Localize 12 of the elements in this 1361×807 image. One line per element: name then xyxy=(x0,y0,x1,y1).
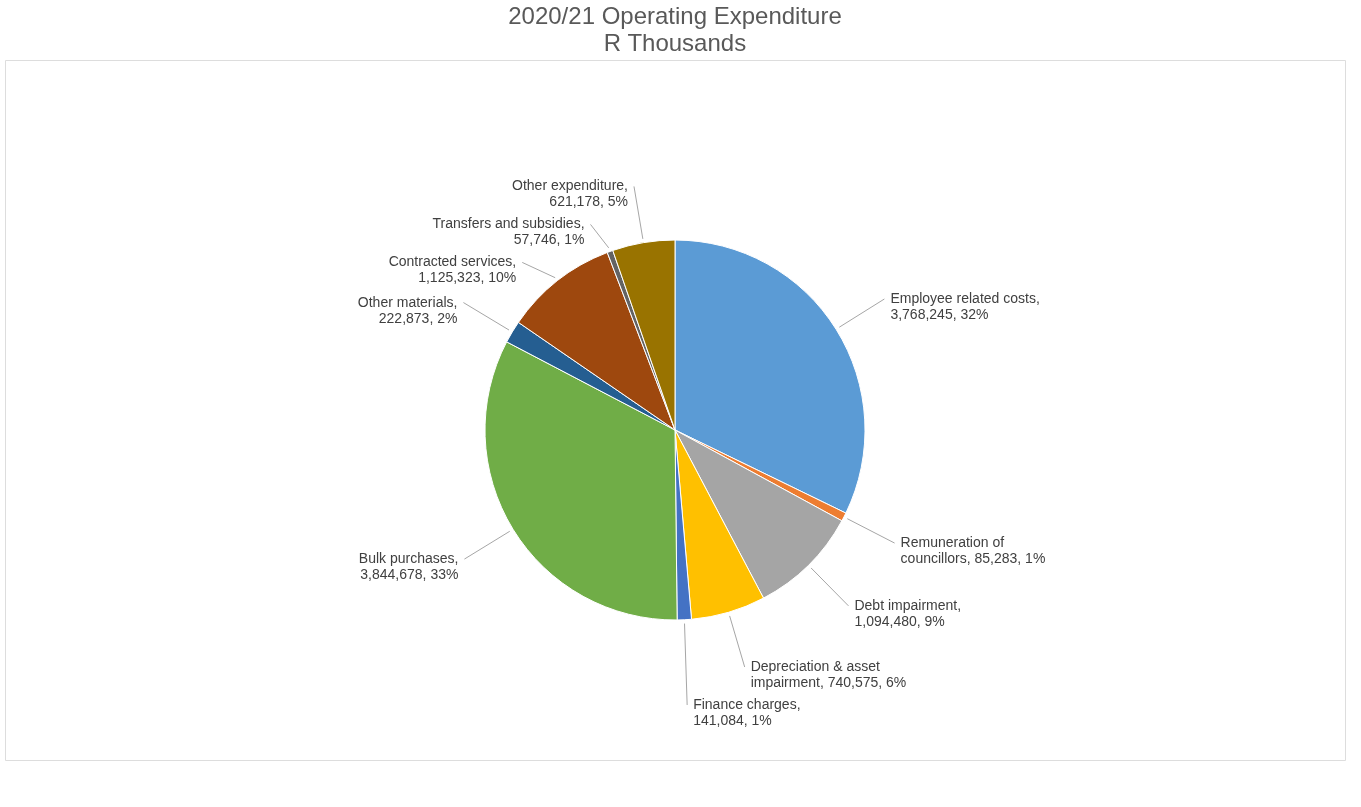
slice-label: Bulk purchases, 3,844,678, 33% xyxy=(358,550,459,583)
slice-label: Depreciation & asset impairment, 740,575, 6% xyxy=(750,657,907,690)
slice-label: Other expenditure, 621,178, 5% xyxy=(512,177,628,210)
slice-label: Other materials, 222,873, 2% xyxy=(357,293,458,326)
slice-label: Transfers and subsidies, 57,746, 1% xyxy=(432,215,585,248)
chart-subtitle: R Thousands xyxy=(603,29,747,56)
slice-label: Contracted services, 1,125,323, 10% xyxy=(388,253,517,286)
chart-title: 2020/21 Operating Expenditure xyxy=(508,2,842,29)
slice-label: Employee related costs, 3,768,245, 32% xyxy=(890,289,1040,322)
slice-label: Finance charges, 141,084, 1% xyxy=(693,695,801,728)
slice-label: Debt impairment, 1,094,480, 9% xyxy=(854,596,962,629)
slice-label: Remuneration of councillors, 85,283, 1% xyxy=(900,534,1046,567)
